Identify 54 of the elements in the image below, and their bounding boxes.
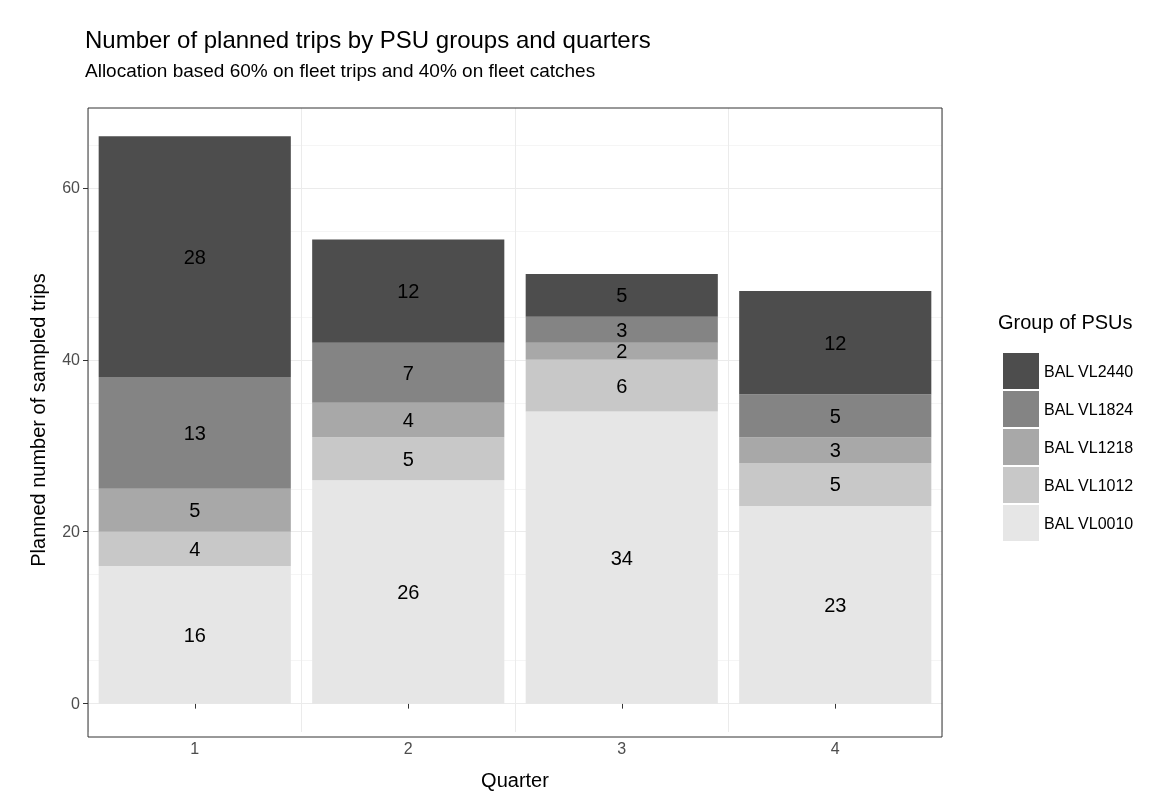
y-tick-label: 60 bbox=[62, 179, 81, 197]
data-label: 7 bbox=[402, 361, 414, 384]
data-label: 5 bbox=[829, 473, 841, 496]
data-label: 12 bbox=[824, 331, 847, 354]
bar bbox=[312, 239, 505, 343]
bar bbox=[525, 342, 718, 360]
data-label: 5 bbox=[402, 447, 414, 470]
data-label: 16 bbox=[183, 623, 206, 646]
y-tick-label: 20 bbox=[62, 523, 81, 541]
legend-label: BAL VL1218 bbox=[1044, 438, 1134, 456]
data-label: 12 bbox=[397, 280, 420, 303]
data-label: 3 bbox=[829, 439, 841, 462]
data-label: 5 bbox=[189, 499, 201, 522]
y-tick-label: 0 bbox=[71, 695, 81, 713]
bar bbox=[98, 531, 291, 567]
chart-title: Number of planned trips by PSU groups and quarters bbox=[85, 25, 651, 53]
data-label: 34 bbox=[610, 546, 633, 569]
data-label: 4 bbox=[189, 537, 201, 560]
bar bbox=[312, 437, 505, 481]
bar bbox=[525, 273, 718, 317]
data-label: 23 bbox=[824, 593, 847, 616]
chart-subtitle: Allocation based 60% on fleet trips and 40% on fleet catches bbox=[85, 60, 596, 81]
x-tick-label: 1 bbox=[190, 739, 200, 757]
data-label: 5 bbox=[616, 284, 628, 307]
bar bbox=[739, 462, 932, 506]
bar bbox=[312, 402, 505, 438]
bar bbox=[525, 359, 718, 412]
data-label: 2 bbox=[616, 340, 628, 363]
bar bbox=[525, 316, 718, 343]
bar bbox=[739, 394, 932, 438]
x-tick-label: 3 bbox=[617, 739, 627, 757]
data-label: 4 bbox=[402, 409, 414, 431]
data-label: 3 bbox=[616, 318, 628, 341]
bar bbox=[312, 342, 505, 403]
x-tick-label: 4 bbox=[830, 739, 840, 757]
bar bbox=[98, 136, 291, 378]
bar bbox=[739, 437, 932, 463]
bar bbox=[98, 377, 291, 489]
bar bbox=[98, 488, 291, 532]
legend-label: BAL VL1012 bbox=[1044, 476, 1134, 494]
legend-title: Group of PSUs bbox=[998, 311, 1133, 333]
data-label: 5 bbox=[829, 404, 841, 427]
x-tick-label: 2 bbox=[403, 739, 413, 757]
y-axis-title: Planned number of sampled trips bbox=[27, 273, 49, 567]
data-label: 26 bbox=[397, 580, 420, 603]
legend-label: BAL VL1824 bbox=[1044, 400, 1134, 418]
data-label: 28 bbox=[183, 245, 206, 268]
bar bbox=[739, 291, 932, 395]
legend-label: BAL VL2440 bbox=[1044, 362, 1134, 380]
y-tick-label: 40 bbox=[62, 351, 81, 369]
legend-label: BAL VL0010 bbox=[1044, 514, 1134, 532]
x-axis-title: Quarter bbox=[481, 769, 550, 791]
data-label: 6 bbox=[616, 374, 628, 397]
data-label: 13 bbox=[183, 421, 206, 444]
